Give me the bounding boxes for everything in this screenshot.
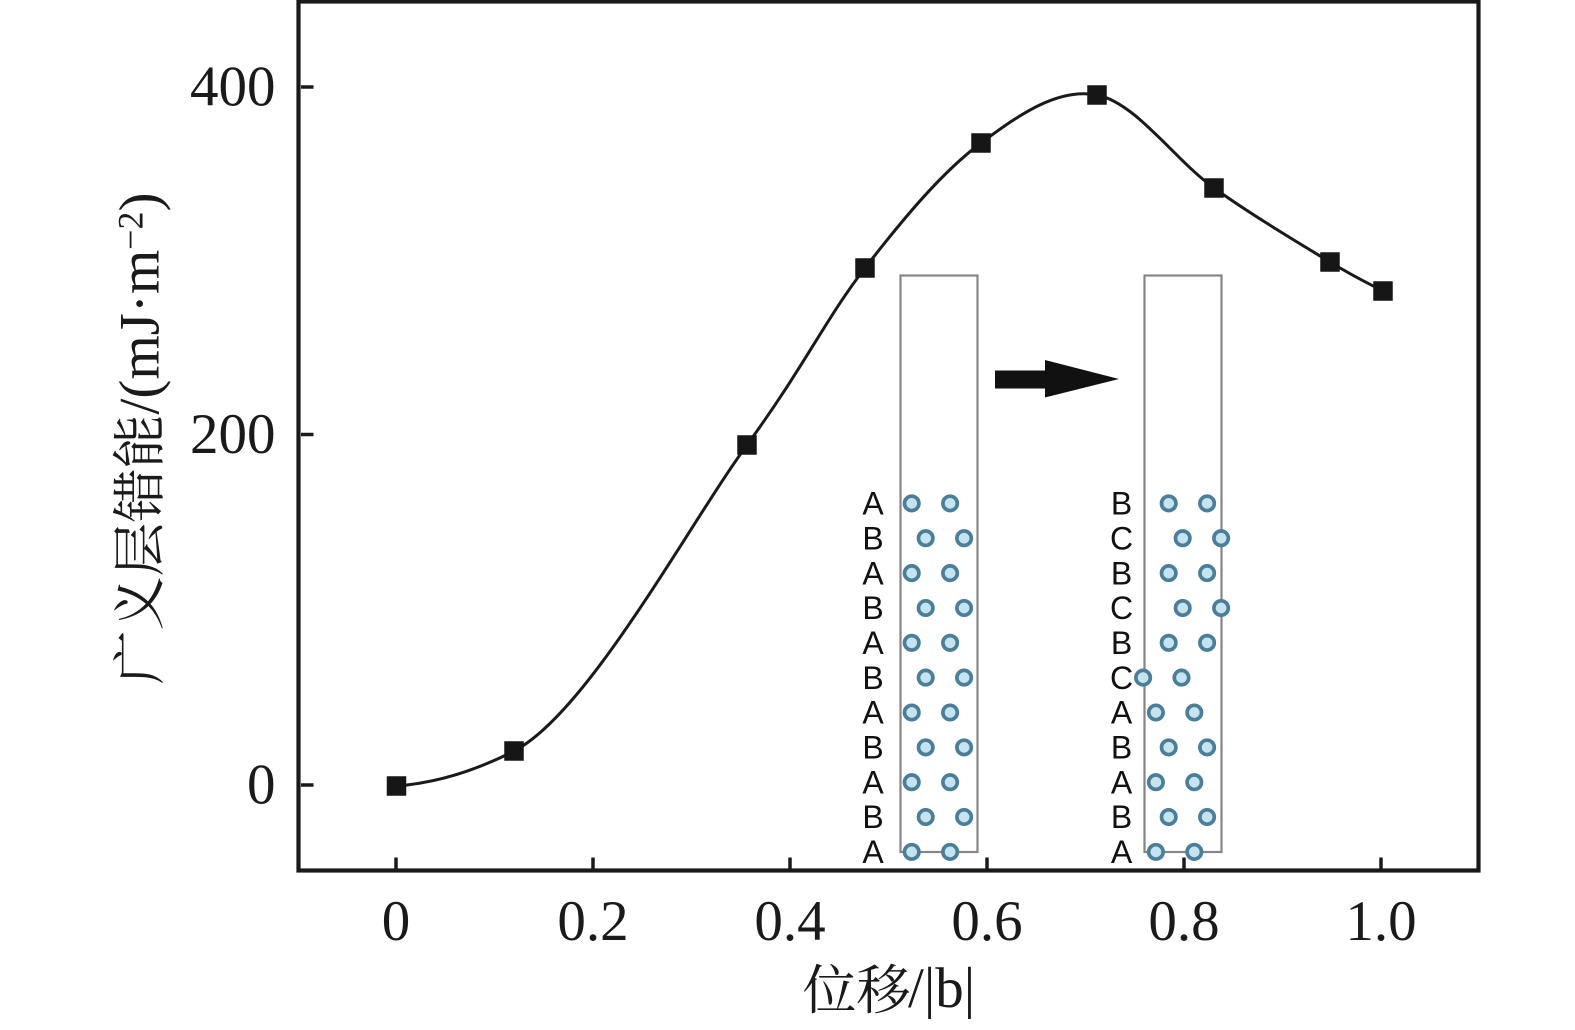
svg-text:B: B <box>862 521 883 557</box>
svg-text:B: B <box>862 799 883 835</box>
svg-text:C: C <box>1110 660 1133 696</box>
svg-text:B: B <box>862 660 883 696</box>
svg-text:0: 0 <box>382 890 411 953</box>
svg-text:B: B <box>1111 486 1132 522</box>
svg-text:A: A <box>1111 695 1133 731</box>
svg-text:A: A <box>862 695 884 731</box>
svg-text:A: A <box>862 764 884 800</box>
svg-text:/|b|: /|b| <box>908 957 975 1020</box>
svg-text:200: 200 <box>190 403 276 466</box>
svg-text:A: A <box>862 625 884 661</box>
svg-text:C: C <box>1110 590 1133 626</box>
svg-text:A: A <box>1111 834 1133 870</box>
svg-text:A: A <box>862 486 884 522</box>
svg-text:400: 400 <box>190 56 276 119</box>
svg-text:0: 0 <box>247 754 276 817</box>
svg-text:0.8: 0.8 <box>1148 890 1219 953</box>
svg-text:0.2: 0.2 <box>557 890 628 953</box>
svg-text:B: B <box>1111 555 1132 591</box>
svg-text:A: A <box>862 555 884 591</box>
svg-text:B: B <box>1111 730 1132 766</box>
svg-text:B: B <box>862 590 883 626</box>
svg-text:B: B <box>862 730 883 766</box>
svg-text:1.0: 1.0 <box>1345 890 1416 953</box>
svg-text:0.6: 0.6 <box>951 890 1022 953</box>
svg-text:A: A <box>1111 764 1133 800</box>
svg-text:0.4: 0.4 <box>754 890 825 953</box>
svg-text:B: B <box>1111 625 1132 661</box>
svg-text:B: B <box>1111 799 1132 835</box>
svg-text:C: C <box>1110 521 1133 557</box>
svg-text:A: A <box>862 834 884 870</box>
